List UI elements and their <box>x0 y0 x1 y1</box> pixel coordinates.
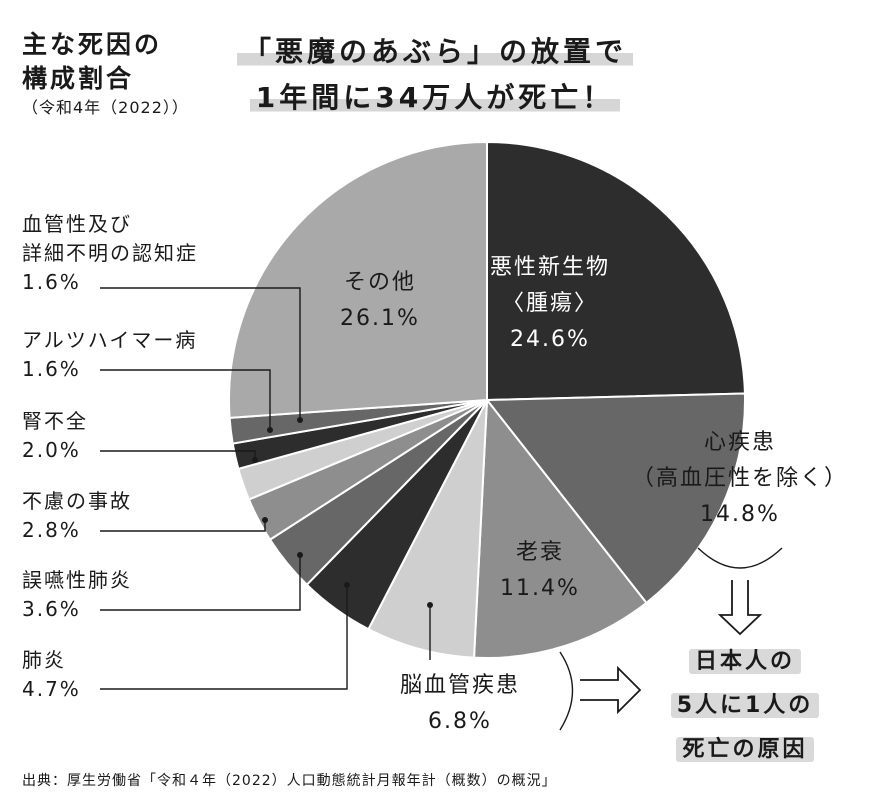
down-arrow <box>717 580 763 636</box>
slice-label-cerebrovascular: 脳血管疾患 6.8% <box>399 673 520 734</box>
pie-slice-other <box>228 140 488 419</box>
callout-line-1: 日本人の <box>645 640 845 684</box>
title-line-1: 主な死因の <box>22 30 163 59</box>
label-accident: 不慮の事故 2.8% <box>22 489 132 542</box>
label-dementia: 血管性及び 詳細不明の認知症 1.6% <box>22 212 198 294</box>
title-line-2: 構成割合 <box>22 64 135 93</box>
slice-label-heart: 心疾患 （高血圧性を除く） 14.8% <box>631 430 848 527</box>
callout-line-2: 5人に1人の <box>645 684 845 728</box>
slice-label-senility: 老衰 11.4% <box>500 540 580 601</box>
pie-slice-cancer <box>486 140 746 402</box>
callout-line-3: 死亡の原因 <box>645 728 845 772</box>
headline-line-1: 「悪魔のあぶら」の放置で <box>0 30 870 70</box>
pie-slice-cerebrovascular <box>367 399 488 659</box>
brace-top-causes <box>559 651 574 731</box>
leader-dot <box>252 457 258 463</box>
leader-dot <box>262 517 268 523</box>
leader-dot <box>344 582 350 588</box>
leader-line-aspiration <box>100 555 301 611</box>
leader-dot <box>427 602 433 608</box>
right-arrow <box>580 665 642 715</box>
leader-line-accident <box>100 520 266 532</box>
slice-label-cancer: 悪性新生物 〈腫瘍〉 24.6% <box>489 255 610 352</box>
callout-box: 日本人の 5人に1人の 死亡の原因 <box>645 640 845 772</box>
label-kidney: 腎不全 2.0% <box>22 409 88 462</box>
pie-slice-senility <box>472 397 648 659</box>
leader-line-dementia <box>100 287 301 420</box>
leader-dot <box>297 552 303 558</box>
slice-label-other: その他 26.1% <box>340 270 420 331</box>
source-note: 出典：厚生労働省「令和４年（2022）人口動態統計月報年計（概数）の概況」 <box>22 773 557 789</box>
leader-line-alzheimer <box>100 369 271 430</box>
title-year: （令和4年（2022）） <box>22 98 189 117</box>
leader-line-kidney <box>100 450 256 460</box>
label-aspiration-pneumonia: 誤嚥性肺炎 3.6% <box>22 568 132 621</box>
brace-heart <box>697 547 783 569</box>
label-alzheimer: アルツハイマー病 1.6% <box>22 328 198 381</box>
leader-dot <box>267 427 273 433</box>
leader-dot <box>297 417 303 423</box>
chart-title: 主な死因の 構成割合 （令和4年（2022）） <box>22 28 189 120</box>
leader-line-pneumonia <box>100 585 348 690</box>
label-pneumonia: 肺炎 4.7% <box>22 648 81 701</box>
pie-slice-heart <box>484 392 746 605</box>
headline-line-2: 1年間に34万人が死亡！ <box>0 76 870 116</box>
